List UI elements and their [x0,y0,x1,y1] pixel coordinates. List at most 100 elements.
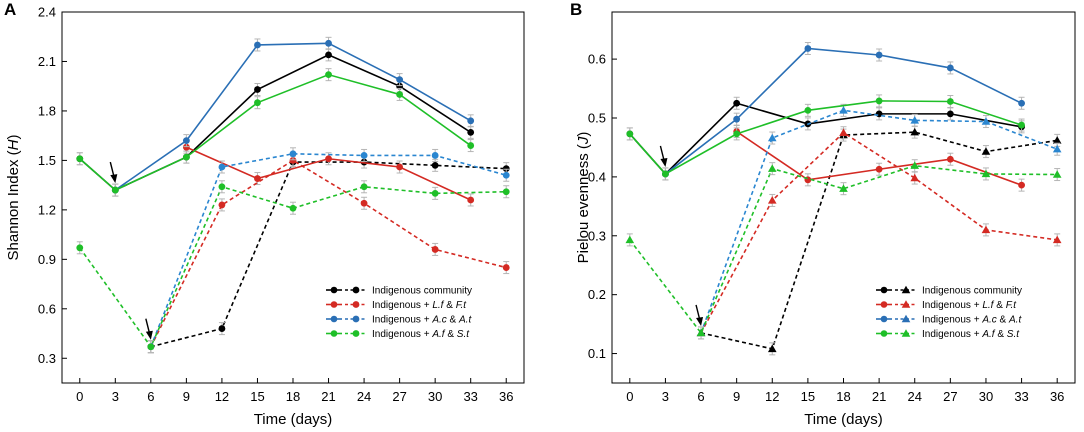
legend-marker-dashed [352,301,360,308]
data-point [396,91,404,98]
data-point [289,204,297,212]
data-point [502,188,510,196]
series-indigenous-a-c-a-t-solid [662,42,1025,181]
x-tick-label: 15 [250,389,264,404]
x-tick-label: 27 [392,389,406,404]
legend-label-species: A.c [431,315,446,326]
x-tick-label: 9 [733,389,740,404]
legend-label: Indigenous community [372,286,472,297]
x-tick-label: 6 [147,389,154,404]
data-point [325,155,332,163]
legend-marker-solid [330,330,338,337]
x-tick-label: 3 [662,389,669,404]
data-point [1052,136,1062,144]
x-tick-label: 36 [499,389,513,404]
x-tick-label: 0 [76,389,83,404]
plot-frame [611,11,1076,384]
data-point [625,235,635,244]
data-point [910,127,920,136]
legend: Indigenous community Indigenous + L.f & F… [326,286,472,340]
data-point [396,76,404,84]
data-point [839,184,848,192]
legend-marker-dashed [352,315,360,323]
arrow-head [696,316,704,326]
data-point [910,161,920,169]
data-point [981,147,991,155]
legend-label-prefix: Indigenous + [372,315,432,326]
legend-label-amp: & [993,300,1005,311]
x-tick-label: 15 [801,389,815,404]
data-point [875,51,883,59]
legend-label-species: A.t [458,315,472,326]
x-tick-label: 30 [979,389,993,404]
y-tick-label: 2.4 [38,5,56,20]
series-indigenous-l-f-f-t-solid [733,125,1025,192]
series-line [664,47,1022,175]
series-line [150,159,507,348]
data-point [1018,121,1025,129]
data-point [182,143,190,151]
data-point [839,128,848,136]
plot-frame [61,11,525,384]
legend-marker-dashed [901,285,911,294]
legend-marker-solid [880,330,888,337]
legend-label-amp: & [997,315,1009,326]
legend-marker-solid [880,286,888,294]
panel-label: B [570,0,582,19]
data-point [289,150,297,158]
legend-label-amp: & [445,329,457,340]
series-indigenous-community-dashed [696,125,1062,356]
data-point [910,116,920,124]
legend-label: Indigenous + A.c & A.t [372,315,472,326]
y-axis-label: Pielou evenness (J) [575,132,592,264]
x-tick-label: 9 [183,389,190,404]
data-point [254,175,261,182]
legend-marker-solid [330,315,338,323]
x-tick-label: 36 [1050,389,1064,404]
y-tick-label: 1.2 [38,202,56,217]
data-point [254,86,261,93]
legend-label: Indigenous community [922,286,1022,297]
panel-label: A [4,0,16,19]
data-point [733,130,741,138]
legend-marker-solid [880,315,888,323]
y-tick-label: 0.1 [588,346,606,361]
series-line [150,153,507,348]
data-point [1052,144,1062,153]
legend-label-species: L.f [982,300,994,311]
y-axis-label-symbol: H [5,139,22,150]
y-axis-label-text: Shannon Index ( [5,150,22,260]
data-point [360,183,368,191]
data-point [981,117,991,125]
x-tick-label: 27 [943,389,957,404]
legend-label-species: L.f [432,300,444,311]
legend-label-species: S.t [1007,329,1020,340]
series-indigenous-a-f-s-t-solid [76,68,475,197]
legend-label-prefix: Indigenous + [372,300,432,311]
y-tick-label: 0.6 [38,301,56,316]
x-tick-label: 0 [626,389,633,404]
data-point [289,157,297,164]
legend-marker-dashed [352,286,360,294]
series-indigenous-a-c-a-t-dashed [147,147,510,354]
legend-label-species: A.f [981,329,995,340]
series-indigenous-a-f-s-t-dashed [76,180,510,354]
series-indigenous-a-f-s-t-solid [626,94,1025,181]
x-tick-label: 12 [215,389,229,404]
data-point [147,343,155,351]
data-point [467,117,475,125]
data-point [946,110,954,118]
x-tick-label: 18 [836,389,850,404]
legend-label-species: A.c [981,315,996,326]
legend-marker-solid [330,286,338,294]
series-line [79,53,472,192]
data-point [946,64,954,72]
x-tick-label: 24 [357,389,371,404]
legend-marker-dashed [901,300,911,308]
legend-marker-dashed [901,314,911,323]
x-tick-label: 33 [463,389,477,404]
series-indigenous-community-solid [626,96,1025,181]
legend-label-prefix: Indigenous + [922,300,982,311]
data-point [804,45,812,52]
data-point [431,161,439,169]
